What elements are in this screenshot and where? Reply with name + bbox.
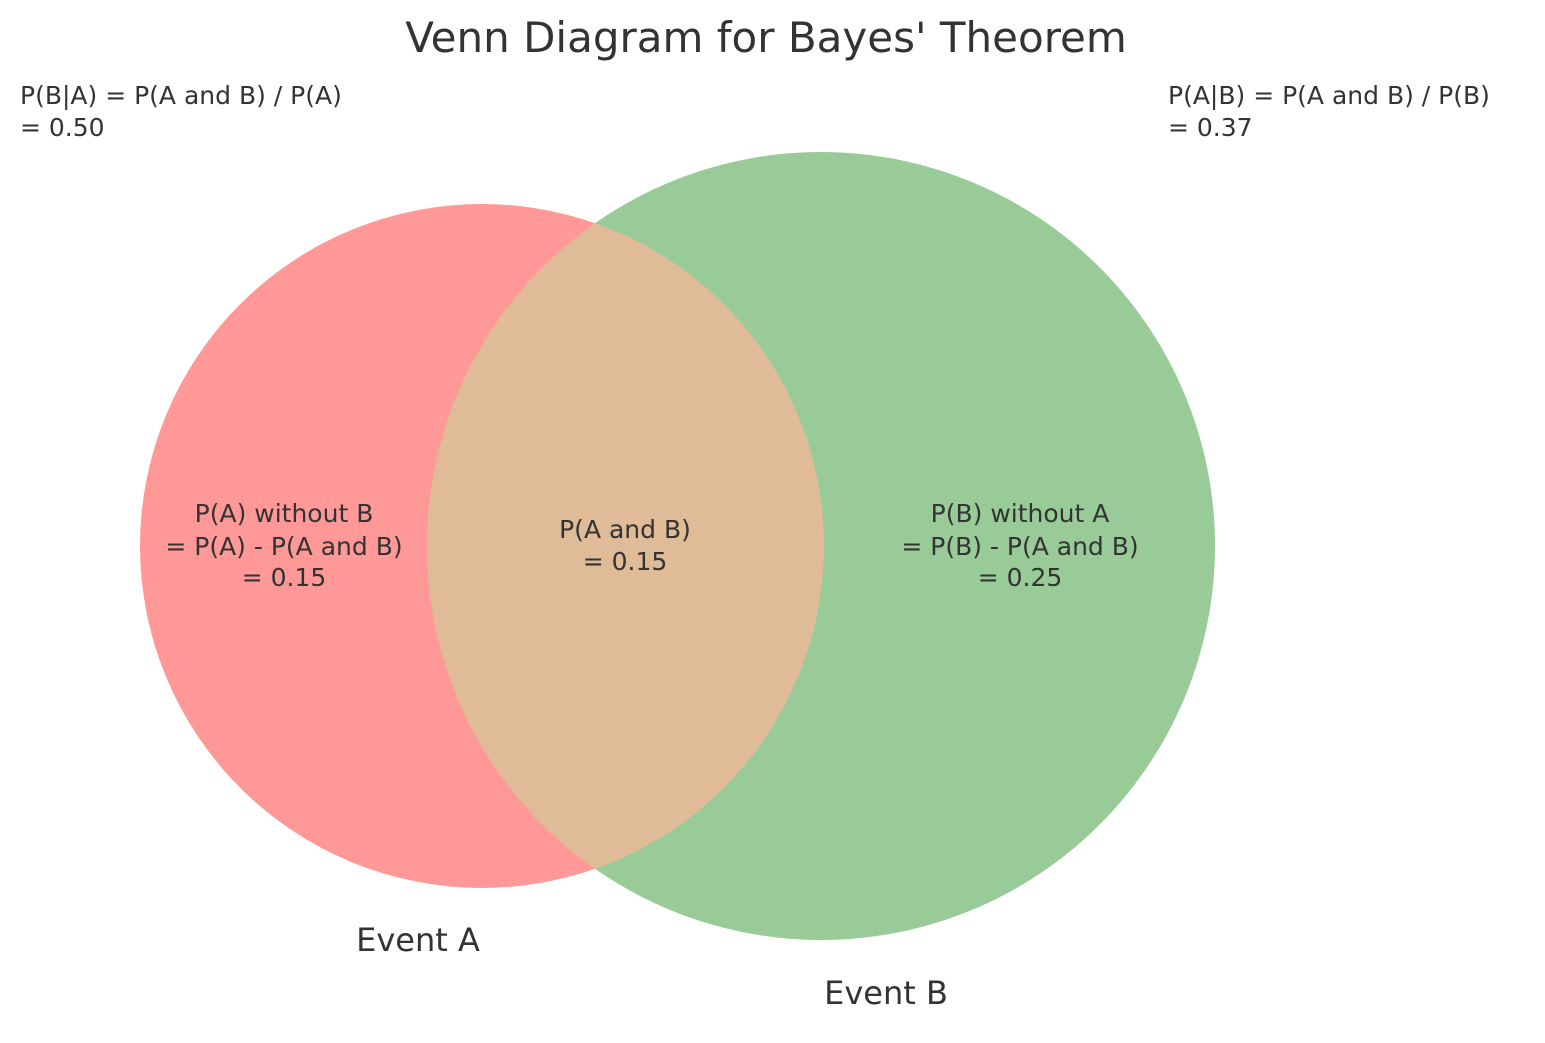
a-only-label-line-1: P(A) without B <box>195 499 374 528</box>
intersection-label-line-2: = 0.15 <box>583 547 668 576</box>
a-only-label-line-2: = P(A) - P(A and B) <box>165 532 402 561</box>
event-b-label: Event B <box>824 974 948 1012</box>
formula-a-given-b-value: = 0.37 <box>1168 113 1253 142</box>
b-only-label-line-1: P(B) without A <box>931 499 1110 528</box>
b-only-label-line-2: = P(B) - P(A and B) <box>901 532 1138 561</box>
intersection-region <box>427 204 824 888</box>
intersection-label-line-1: P(A and B) <box>559 515 691 544</box>
formula-b-given-a-value: = 0.50 <box>20 113 105 142</box>
diagram-title: Venn Diagram for Bayes' Theorem <box>405 13 1127 62</box>
formula-a-given-b: P(A|B) = P(A and B) / P(B) <box>1168 81 1490 110</box>
event-a-label: Event A <box>356 921 480 959</box>
formula-b-given-a: P(B|A) = P(A and B) / P(A) <box>20 81 342 110</box>
b-only-label-line-3: = 0.25 <box>978 563 1063 592</box>
a-only-label-line-3: = 0.15 <box>242 563 327 592</box>
